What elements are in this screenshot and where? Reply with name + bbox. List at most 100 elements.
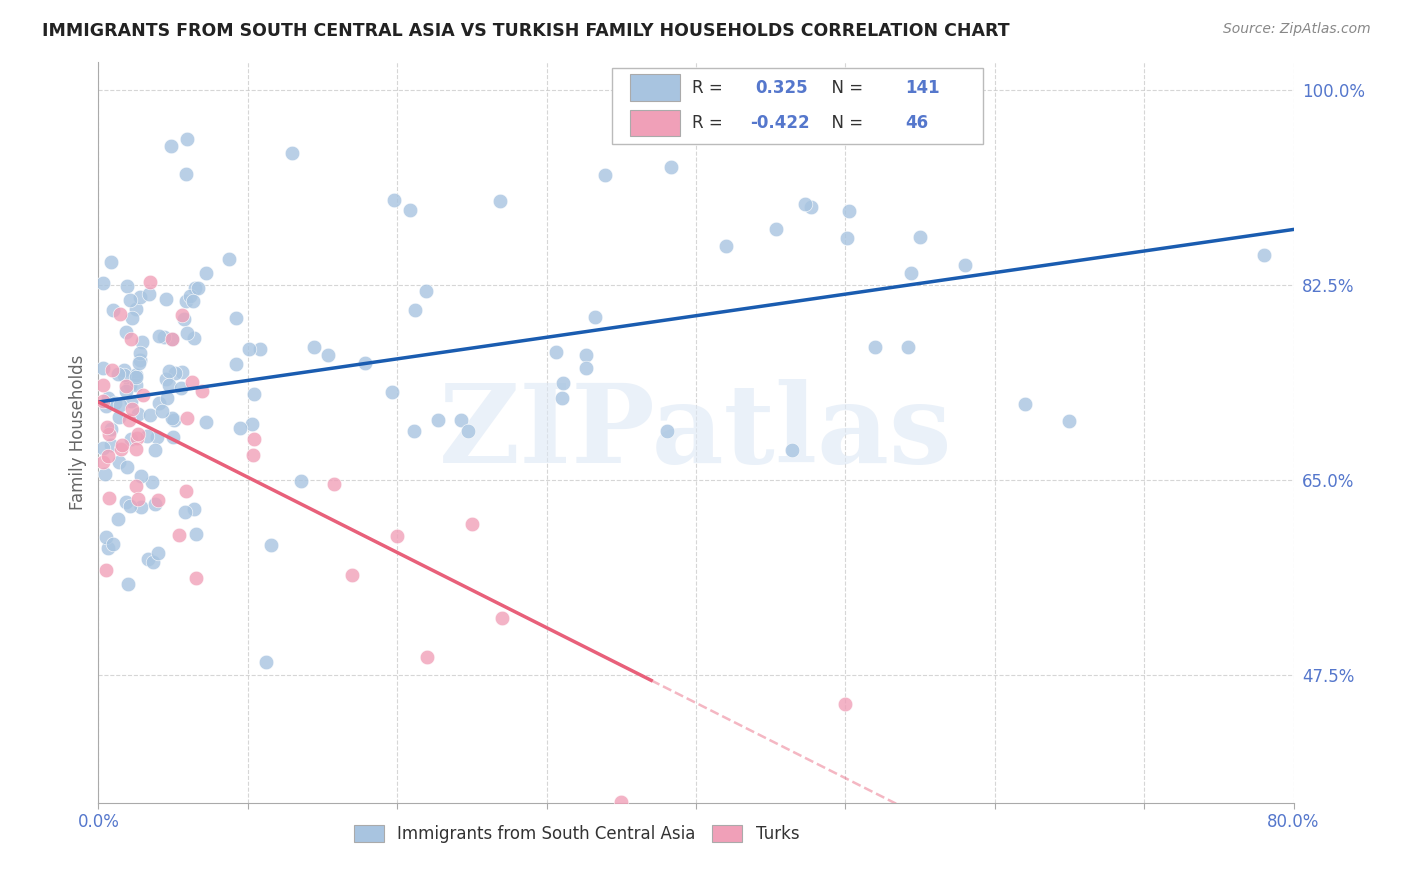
Point <box>91 393 114 408</box>
Point <box>187 281 209 295</box>
Point <box>243 386 266 401</box>
Text: R =: R = <box>692 114 728 132</box>
Point <box>128 346 150 360</box>
Point <box>97 449 120 463</box>
Point <box>117 413 139 427</box>
Text: IMMIGRANTS FROM SOUTH CENTRAL ASIA VS TURKISH FAMILY HOUSEHOLDS CORRELATION CHAR: IMMIGRANTS FROM SOUTH CENTRAL ASIA VS TU… <box>42 22 1010 40</box>
Point <box>657 425 679 439</box>
Point <box>354 356 377 370</box>
Point <box>1059 414 1081 428</box>
FancyBboxPatch shape <box>630 110 681 136</box>
Point <box>488 194 510 209</box>
Point <box>114 326 136 340</box>
Point <box>120 432 142 446</box>
Point <box>714 238 737 252</box>
Point <box>184 571 207 585</box>
Text: 141: 141 <box>905 78 939 96</box>
Point <box>97 541 120 555</box>
Point <box>96 420 118 434</box>
Point <box>765 222 787 236</box>
Point <box>897 341 920 355</box>
Point <box>91 277 114 291</box>
Point <box>173 505 195 519</box>
Point <box>908 230 931 244</box>
Point <box>191 384 214 398</box>
Point <box>121 310 143 325</box>
Point <box>157 364 180 378</box>
Point <box>115 278 138 293</box>
Point <box>125 368 148 382</box>
Point <box>160 139 183 153</box>
Point <box>546 345 568 359</box>
Point <box>132 388 155 402</box>
Point <box>94 530 117 544</box>
Point <box>91 455 114 469</box>
Point <box>91 441 114 455</box>
Point <box>254 655 277 669</box>
Text: -0.422: -0.422 <box>749 114 810 132</box>
Point <box>129 468 152 483</box>
Point <box>142 555 165 569</box>
Point <box>162 430 184 444</box>
Text: 46: 46 <box>905 114 928 132</box>
Point <box>1014 397 1036 411</box>
Point <box>155 292 177 306</box>
Point <box>789 112 811 127</box>
Point <box>108 398 131 412</box>
Point <box>125 442 148 456</box>
Point <box>160 332 183 346</box>
Point <box>183 294 205 309</box>
Point <box>575 360 598 375</box>
Point <box>160 332 183 346</box>
Point <box>108 307 131 321</box>
Point <box>176 167 198 181</box>
Point <box>659 160 682 174</box>
Point <box>302 340 325 354</box>
Point <box>575 348 598 362</box>
Point <box>110 442 132 456</box>
Point <box>94 467 117 482</box>
Point <box>153 329 176 343</box>
Point <box>150 404 173 418</box>
Point <box>457 424 479 438</box>
Point <box>115 378 138 392</box>
Point <box>141 475 163 489</box>
Point <box>610 795 633 809</box>
Point <box>97 391 120 405</box>
Point <box>127 407 149 421</box>
Point <box>953 259 976 273</box>
Legend: Immigrants from South Central Asia, Turks: Immigrants from South Central Asia, Turk… <box>347 819 806 850</box>
Point <box>124 370 146 384</box>
Point <box>1253 248 1275 262</box>
Point <box>127 431 149 445</box>
Point <box>176 294 198 309</box>
Point <box>129 500 152 515</box>
Point <box>115 384 138 399</box>
Point <box>865 341 887 355</box>
Point <box>115 459 138 474</box>
Point <box>155 371 177 385</box>
Point <box>180 375 202 389</box>
Point <box>551 376 574 390</box>
Point <box>103 395 125 409</box>
Point <box>131 335 153 350</box>
Point <box>162 413 184 427</box>
Point <box>143 496 166 510</box>
Point <box>97 491 120 506</box>
Point <box>91 361 114 376</box>
Point <box>404 302 426 317</box>
Point <box>94 399 117 413</box>
Point <box>139 275 162 289</box>
Point <box>146 430 169 444</box>
Point <box>184 527 207 541</box>
Point <box>794 197 817 211</box>
Point <box>172 365 194 379</box>
FancyBboxPatch shape <box>613 69 983 144</box>
Point <box>550 391 572 405</box>
Point <box>117 577 139 591</box>
Point <box>143 442 166 457</box>
Point <box>107 367 129 381</box>
Point <box>136 428 159 442</box>
Point <box>156 391 179 405</box>
Text: N =: N = <box>821 114 869 132</box>
